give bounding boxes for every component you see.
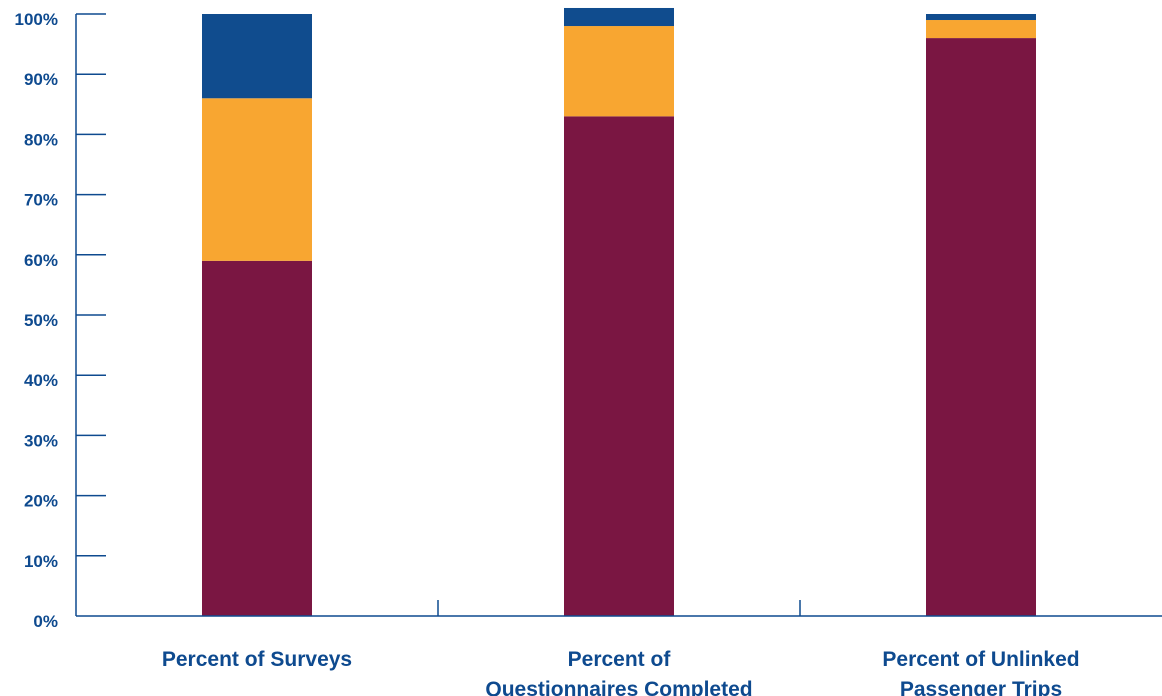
y-tick-label: 100% [15, 10, 58, 29]
y-tick-label: 50% [24, 311, 58, 330]
bar-segment-1-3 [202, 14, 312, 99]
bar-segment-1-1 [202, 260, 312, 616]
bar-segment-2-1 [564, 116, 674, 616]
y-tick-label: 0% [33, 612, 58, 631]
y-tick-label: 10% [24, 552, 58, 571]
bar-segment-3-2 [926, 20, 1036, 39]
y-tick-label: 60% [24, 251, 58, 270]
x-category-label-line: Percent of [568, 648, 672, 671]
x-category-label: Percent of Questionnaires Completed [485, 648, 752, 696]
x-category-label-line: Passenger Trips [900, 678, 1062, 696]
x-category-label: Percent of Unlinked Passenger Trips [882, 648, 1079, 696]
y-tick-label: 20% [24, 492, 58, 511]
y-tick-label: 80% [24, 130, 58, 149]
y-tick-label: 90% [24, 70, 58, 89]
bar-segment-3-3 [926, 14, 1036, 21]
x-category-label-line: Percent of Surveys [162, 648, 352, 671]
x-category-label: Percent of Surveys [162, 648, 352, 671]
y-tick-label: 30% [24, 431, 58, 450]
x-category-label-line: Questionnaires Completed [485, 678, 752, 696]
bar-segment-1-2 [202, 98, 312, 261]
bar-segment-3-1 [926, 38, 1036, 616]
y-tick-label: 70% [24, 191, 58, 210]
labels-layer: 0% 10% 20% 30% 40% 50% 60% 70% 80% 90% 100% Percent… [15, 10, 1080, 696]
bar-segment-2-2 [564, 26, 674, 117]
y-tick-label: 40% [24, 371, 58, 390]
x-category-label-line: Percent of Unlinked [882, 648, 1079, 671]
bar-segment-2-3 [564, 7, 674, 27]
bars-layer [202, 7, 1036, 616]
axis-layer [75, 13, 1162, 617]
